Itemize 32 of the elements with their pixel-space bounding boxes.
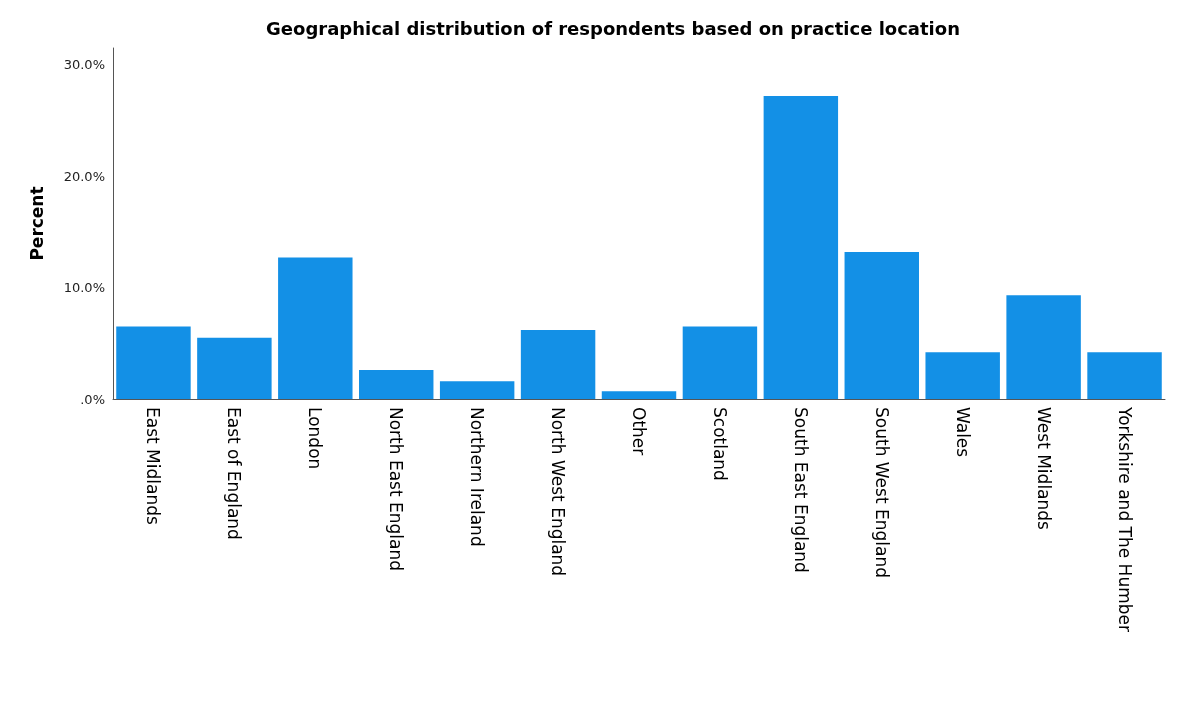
bar <box>1087 352 1162 399</box>
x-tick-label: North West England <box>548 407 569 577</box>
bar <box>116 326 191 399</box>
y-tick-label: 10.0% <box>63 280 105 296</box>
bar <box>359 370 434 399</box>
x-tick-label: South West England <box>871 407 892 579</box>
bar <box>601 391 677 399</box>
x-tick-label: Scotland <box>709 407 730 481</box>
bar <box>682 326 758 399</box>
bar <box>278 257 353 399</box>
x-tick-label: Northern Ireland <box>467 407 488 547</box>
bar <box>763 95 839 399</box>
bar <box>1006 295 1081 399</box>
x-tick-label: Yorkshire and The Humber <box>1114 406 1135 632</box>
x-tick-label: East Midlands <box>143 407 164 525</box>
bar <box>844 251 919 399</box>
y-tick-label: 30.0% <box>63 57 105 73</box>
bar <box>197 337 272 399</box>
chart-title: Geographical distribution of respondents based on practice location <box>266 17 960 39</box>
x-tick-label: London <box>305 407 326 470</box>
x-tick-label: South East England <box>790 407 811 573</box>
bar <box>520 329 596 399</box>
y-tick-label: 20.0% <box>63 168 105 184</box>
y-axis-title: Percent <box>26 186 47 261</box>
bar <box>439 381 515 399</box>
x-tick-label: Other <box>629 407 649 456</box>
x-tick-label: West Midlands <box>1033 407 1054 531</box>
x-tick-label: North East England <box>386 407 407 572</box>
x-tick-label: East of England <box>224 407 245 540</box>
x-tick-label: Wales <box>952 407 973 458</box>
y-tick-label: .0% <box>80 391 105 407</box>
bar <box>925 352 1000 399</box>
